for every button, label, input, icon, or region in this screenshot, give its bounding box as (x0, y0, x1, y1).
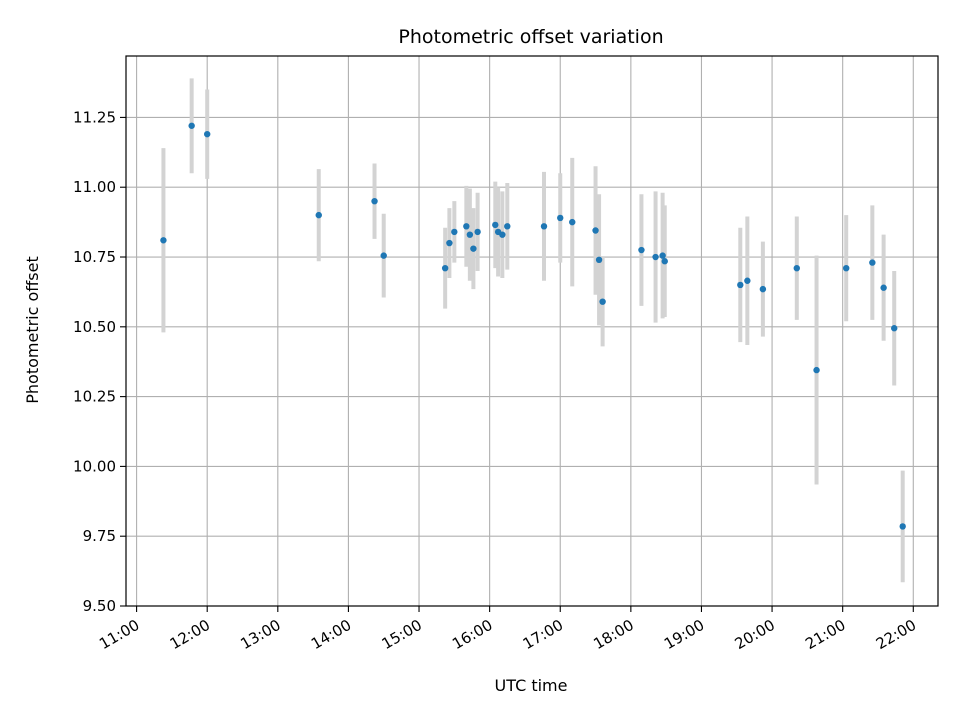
y-axis-label: Photometric offset (23, 256, 42, 404)
data-point (899, 523, 906, 530)
y-tick-label: 11.00 (73, 178, 116, 196)
data-point (499, 231, 506, 238)
data-point (474, 228, 481, 236)
data-point (188, 122, 195, 129)
data-point (470, 245, 477, 252)
y-tick-label: 10.00 (73, 457, 116, 475)
data-point (793, 264, 800, 272)
data-point (759, 285, 767, 293)
data-point (869, 259, 876, 266)
data-point (737, 281, 744, 289)
data-point (557, 214, 564, 222)
data-point (371, 197, 378, 205)
data-point (652, 253, 659, 261)
data-point (891, 325, 898, 332)
data-point (595, 256, 603, 264)
data-point (661, 258, 668, 265)
chart-title: Photometric offset variation (398, 26, 663, 48)
data-point (880, 284, 887, 291)
data-point (446, 239, 453, 247)
data-point (540, 223, 548, 230)
y-tick-label: 9.50 (83, 597, 116, 615)
y-tick-label: 10.75 (73, 248, 116, 266)
data-point (813, 366, 820, 374)
data-point (441, 264, 449, 272)
data-point (204, 130, 211, 138)
data-point (638, 246, 645, 254)
data-point (592, 227, 599, 234)
y-tick-label: 10.50 (73, 318, 116, 336)
y-tick-label: 9.75 (83, 527, 116, 545)
data-point (315, 211, 322, 219)
data-point (463, 223, 470, 230)
data-point (599, 298, 606, 305)
data-point (160, 237, 167, 244)
data-point (569, 218, 576, 226)
data-point (492, 221, 499, 229)
data-point (843, 264, 850, 272)
data-point (451, 228, 458, 236)
plot-area-frame (125, 55, 939, 607)
y-axis-ticks: 9.50 9.75 10.00 10.25 10.50 10.75 11.00 11.25 (73, 108, 126, 615)
data-point (504, 223, 511, 230)
y-tick-label: 10.25 (73, 388, 116, 406)
data-point (659, 252, 666, 259)
grid-lines (126, 56, 938, 607)
y-tick-label: 11.25 (73, 108, 116, 126)
data-point (466, 231, 474, 238)
data-point (380, 252, 387, 259)
data-point (744, 277, 751, 284)
data-points (160, 122, 906, 530)
x-axis-label: UTC time (495, 676, 568, 695)
